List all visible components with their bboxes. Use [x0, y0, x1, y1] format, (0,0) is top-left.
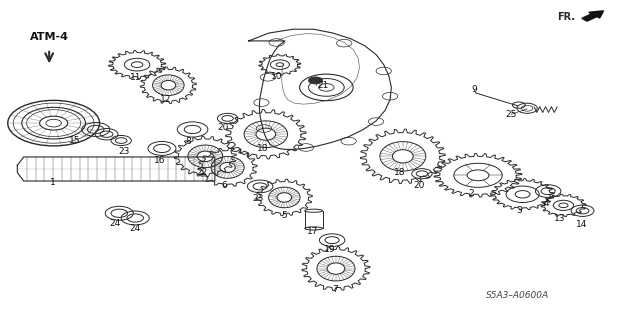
- Text: 14: 14: [575, 219, 587, 228]
- Text: ATM-4: ATM-4: [29, 33, 68, 42]
- Text: 23: 23: [118, 147, 130, 156]
- Text: 15: 15: [69, 136, 81, 145]
- Text: S5A3–A0600A: S5A3–A0600A: [486, 291, 549, 300]
- Text: 19: 19: [324, 245, 336, 254]
- Text: 22: 22: [196, 168, 208, 177]
- Text: 16: 16: [154, 156, 165, 165]
- Text: 2: 2: [469, 189, 474, 198]
- Text: 17: 17: [307, 227, 318, 236]
- Text: FR.: FR.: [557, 11, 575, 22]
- Text: 24: 24: [129, 224, 141, 233]
- Text: 1: 1: [49, 178, 55, 187]
- Text: 8: 8: [185, 137, 191, 146]
- Circle shape: [308, 77, 323, 84]
- Text: 6: 6: [221, 181, 227, 190]
- Text: 23: 23: [253, 194, 264, 203]
- Text: 10: 10: [271, 72, 282, 81]
- FancyArrow shape: [582, 11, 604, 21]
- Text: 5: 5: [282, 211, 287, 220]
- Text: 20: 20: [218, 123, 229, 132]
- Text: 20: 20: [413, 181, 424, 190]
- Text: 3: 3: [516, 206, 522, 215]
- Text: 24: 24: [109, 219, 120, 228]
- Text: 11: 11: [129, 73, 141, 82]
- Text: 9: 9: [471, 85, 477, 94]
- Text: 4: 4: [544, 199, 550, 208]
- Text: 7: 7: [332, 285, 337, 294]
- Text: 13: 13: [554, 214, 565, 223]
- Text: 21: 21: [317, 81, 329, 90]
- Text: 25: 25: [506, 110, 517, 119]
- Text: 18: 18: [257, 144, 268, 153]
- Text: 18: 18: [394, 168, 405, 177]
- Text: 12: 12: [160, 95, 172, 104]
